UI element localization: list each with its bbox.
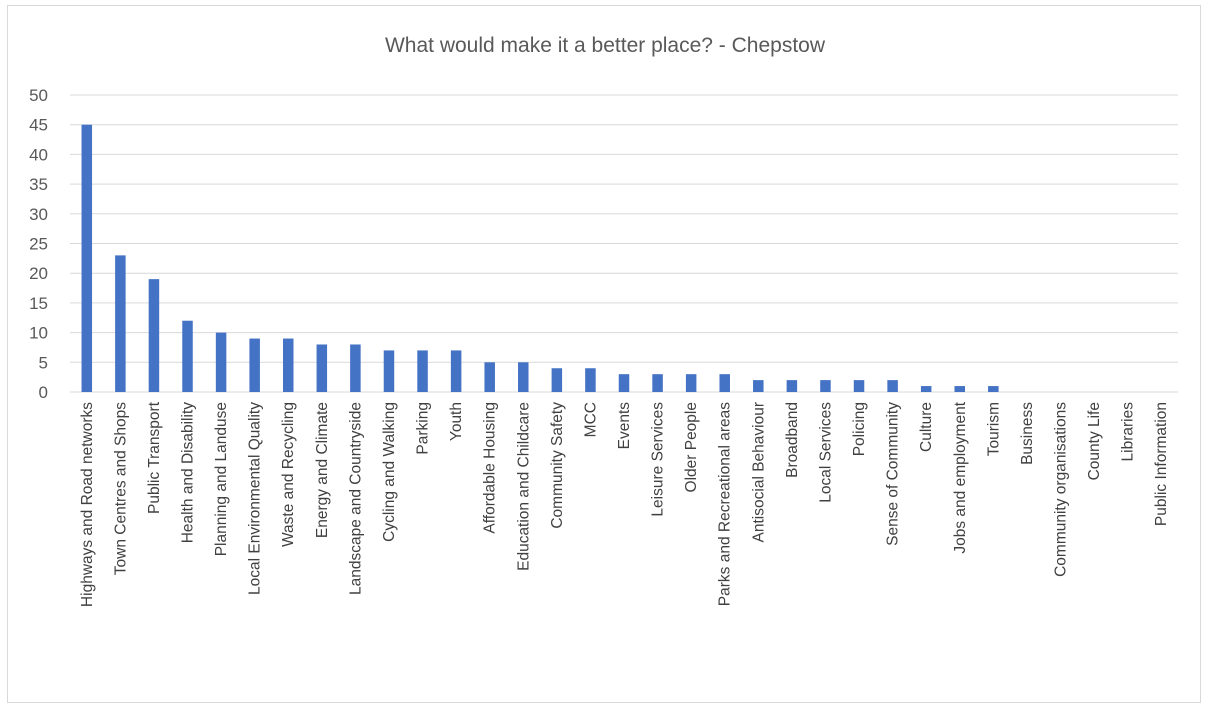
x-category-label: Jobs and employment: [952, 401, 969, 553]
bars: [81, 124, 999, 392]
x-category-label: Highways and Road networks: [79, 402, 96, 607]
chart-frame: [7, 5, 1201, 703]
bar-18: [685, 374, 697, 392]
y-tick-label: 45: [29, 116, 48, 135]
bar-21: [786, 380, 798, 392]
bar-3: [182, 320, 193, 392]
bar-7: [316, 344, 328, 392]
bar-26: [954, 386, 966, 392]
y-axis-tick-labels: 0 5 10 15 20 25 30 35 40 45 50: [29, 86, 48, 402]
y-tick-label: 25: [29, 235, 48, 254]
y-tick-label: 0: [39, 383, 48, 402]
bar-16: [618, 374, 630, 392]
bar-15: [585, 368, 596, 392]
x-category-label: Older People: [683, 402, 700, 492]
y-tick-label: 40: [29, 145, 48, 164]
y-tick-label: 10: [29, 324, 48, 343]
x-category-label: Antisocial Behaviour: [750, 402, 767, 542]
bar-12: [484, 362, 495, 392]
x-category-label: Energy and Climate: [314, 402, 331, 538]
bar-5: [249, 338, 260, 392]
bar-0: [81, 124, 93, 392]
bar-23: [853, 380, 865, 392]
y-tick-label: 5: [39, 353, 48, 372]
x-category-label: Affordable Housing: [482, 402, 499, 534]
x-category-label: Community Safety: [549, 402, 566, 529]
x-category-label: Sense of Community: [885, 402, 902, 546]
x-category-label: Broadband: [784, 402, 801, 478]
x-category-label: Community organisations: [1052, 402, 1069, 577]
x-category-label: Landscape and Countryside: [347, 402, 364, 595]
bar-10: [417, 350, 428, 392]
bar-17: [652, 374, 663, 392]
x-category-label: Waste and Recycling: [280, 402, 297, 547]
y-tick-label: 35: [29, 175, 48, 194]
bar-27: [988, 386, 999, 392]
y-tick-label: 50: [29, 86, 48, 105]
y-tick-label: 20: [29, 264, 48, 283]
bar-24: [887, 380, 898, 392]
x-category-label: Events: [616, 402, 633, 450]
bar-11: [450, 350, 462, 392]
x-category-label: County Life: [1086, 402, 1103, 480]
bar-4: [215, 332, 227, 392]
bar-6: [282, 338, 294, 392]
x-category-label: Planning and Landuse: [213, 402, 230, 556]
x-axis-category-labels: Highways and Road networks Town Centres a…: [79, 401, 1170, 607]
chart-title: What would make it a better place? - Che…: [385, 34, 826, 57]
bar-22: [820, 380, 831, 392]
x-category-label: Youth: [448, 402, 465, 441]
y-tick-label: 30: [29, 205, 48, 224]
x-category-label: Libraries: [1120, 402, 1137, 462]
x-category-label: Town Centres and Shops: [112, 402, 129, 575]
bar-1: [115, 255, 126, 392]
bar-13: [518, 362, 529, 392]
y-tick-label: 15: [29, 294, 48, 313]
x-category-label: Tourism: [985, 402, 1002, 456]
bar-19: [719, 374, 730, 392]
bar-25: [920, 386, 932, 392]
bar-2: [148, 279, 160, 392]
bar-14: [551, 368, 563, 392]
bar-8: [350, 344, 361, 392]
x-category-label: Business: [1019, 402, 1036, 465]
x-category-label: MCC: [582, 402, 599, 437]
x-category-label: Public Information: [1153, 402, 1170, 526]
x-category-label: Local Environmental Quality: [247, 402, 264, 595]
x-category-label: Public Transport: [146, 401, 163, 514]
x-category-label: Culture: [918, 402, 935, 452]
x-category-label: Policing: [851, 402, 868, 456]
x-category-label: Health and Disability: [180, 402, 197, 544]
gridlines: [70, 94, 1178, 393]
x-category-label: Parks and Recreational areas: [717, 402, 734, 606]
bar-20: [753, 380, 764, 392]
x-category-label: Local Services: [817, 402, 834, 503]
bar-9: [383, 350, 395, 392]
x-category-label: Education and Childcare: [515, 402, 532, 571]
x-category-label: Parking: [415, 402, 432, 455]
x-category-label: Leisure Services: [650, 402, 667, 517]
x-category-label: Cycling and Walking: [381, 402, 398, 542]
